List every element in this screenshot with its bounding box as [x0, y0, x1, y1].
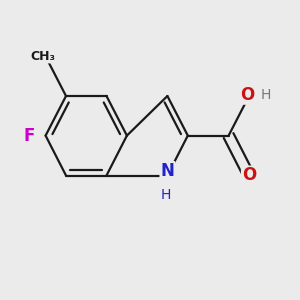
Text: H: H — [260, 88, 271, 102]
Text: F: F — [23, 127, 35, 145]
Text: O: O — [240, 86, 255, 104]
Text: O: O — [242, 167, 256, 184]
Text: CH₃: CH₃ — [30, 50, 55, 63]
Text: H: H — [161, 188, 171, 202]
Text: N: N — [160, 162, 174, 180]
